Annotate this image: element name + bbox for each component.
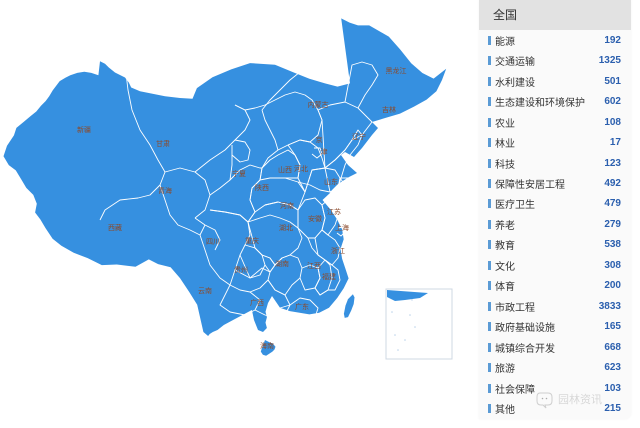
svg-text:宁夏: 宁夏 <box>232 169 246 178</box>
svg-text:上海: 上海 <box>335 223 349 232</box>
svg-text:浙江: 浙江 <box>331 246 345 255</box>
svg-text:四川: 四川 <box>206 238 220 246</box>
svg-text:海南: 海南 <box>260 341 274 350</box>
svg-text:西藏: 西藏 <box>108 223 122 232</box>
svg-text:京: 京 <box>316 135 323 144</box>
svg-text:湖南: 湖南 <box>275 259 289 268</box>
svg-text:重庆: 重庆 <box>245 236 259 245</box>
svg-text:河南: 河南 <box>280 201 294 210</box>
svg-text:甘肃: 甘肃 <box>156 139 170 148</box>
svg-text:青海: 青海 <box>158 186 172 195</box>
svg-text:广东: 广东 <box>295 302 309 311</box>
svg-text:江西: 江西 <box>307 262 321 270</box>
svg-text:贵州: 贵州 <box>234 265 248 274</box>
svg-text:山西: 山西 <box>278 165 292 174</box>
svg-text:辽宁: 辽宁 <box>352 132 366 141</box>
svg-text:园林资讯: 园林资讯 <box>558 392 602 406</box>
svg-text:内蒙古: 内蒙古 <box>308 100 329 109</box>
svg-text:广西: 广西 <box>250 298 264 307</box>
svg-text:陕西: 陕西 <box>255 183 269 192</box>
svg-text:湖北: 湖北 <box>279 223 293 232</box>
svg-text:黑龙江: 黑龙江 <box>386 66 407 75</box>
svg-text:山东: 山东 <box>324 177 338 186</box>
svg-text:安徽: 安徽 <box>308 214 322 223</box>
svg-text:云南: 云南 <box>198 286 212 295</box>
svg-text:河北: 河北 <box>294 165 308 173</box>
svg-text:吉林: 吉林 <box>382 105 396 114</box>
svg-text:江苏: 江苏 <box>327 207 341 216</box>
svg-text:新疆: 新疆 <box>77 125 91 134</box>
svg-text:津: 津 <box>321 148 328 156</box>
svg-text:福建: 福建 <box>322 272 336 281</box>
